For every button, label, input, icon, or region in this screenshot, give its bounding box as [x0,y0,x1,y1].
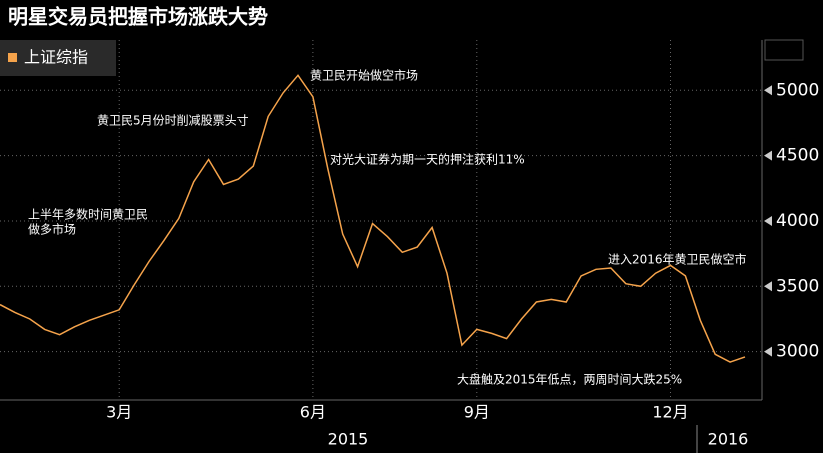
annotation: 对光大证券为期一天的押注获利11% [330,152,525,167]
y-tick-label: 4500 [776,146,819,166]
legend-box [0,40,116,76]
annotation: 进入2016年黄卫民做空市 [608,252,747,267]
y-tick [764,150,772,161]
x-tick-label: 3月 [106,403,132,422]
annotation: 大盘触及2015年低点，两周时间大跌25% [457,372,682,387]
y-tick [764,85,772,96]
y-tick-label: 3500 [776,276,819,296]
x-tick-label: 9月 [464,403,490,422]
x-tick-label: 12月 [652,403,688,422]
annotation: 做多市场 [28,222,76,237]
y-tick-label: 4000 [776,211,819,231]
y-tick-label: 5000 [776,80,819,100]
y-tick [764,346,772,357]
chart-icon [764,39,804,61]
y-tick [764,281,772,292]
x-tick-label: 6月 [300,403,326,422]
y-tick [764,215,772,226]
legend-swatch [8,53,17,62]
annotation: 黄卫民5月份时削减股票头寸 [97,114,249,128]
annotation: 上半年多数时间黄卫民 [28,207,148,222]
year-label: 2015 [328,430,369,449]
legend-label: 上证综指 [24,48,88,67]
annotation: 黄卫民开始做空市场 [310,68,418,83]
year-label: 2016 [708,430,749,449]
price-line [0,74,746,363]
y-tick-label: 3000 [776,342,819,362]
chart-title: 明星交易员把握市场涨跌大势 [8,5,268,29]
